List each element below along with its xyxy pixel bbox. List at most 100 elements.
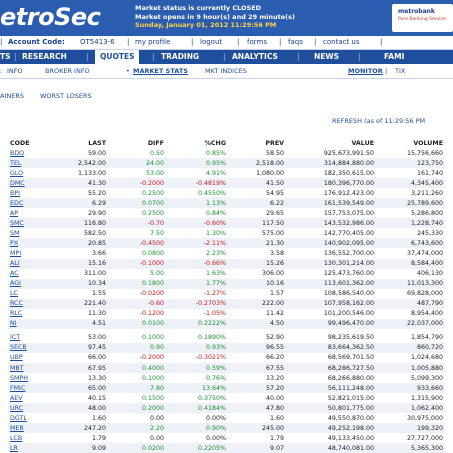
stock-code-link[interactable]: EDC — [8, 198, 46, 209]
cell-chg: 0.2222% — [166, 318, 228, 329]
stock-code-link[interactable]: AGI — [8, 278, 46, 289]
stock-code-link[interactable]: PX — [8, 238, 46, 249]
column-header-code[interactable]: CODE — [10, 140, 30, 147]
column-header-last[interactable]: LAST — [88, 140, 106, 147]
cell-volume: 11,013,300 — [376, 278, 445, 289]
cell-volume: 27,727,000 — [406, 434, 443, 442]
stock-code-link[interactable]: ICT — [10, 334, 21, 342]
table-header-row: CODE LAST DIFF %CHG PREV VALUE VOLUME — [8, 139, 445, 148]
cell-value: 50,801,775.00 — [286, 403, 376, 414]
stock-code-link[interactable]: LC — [10, 290, 18, 298]
subnav-item-market-stats[interactable]: MARKET STATS — [133, 67, 188, 75]
cell-value: 182,350,615.00 — [323, 169, 374, 177]
table-row: EDC 6.29 0.0700 1.13% 6.22 161,539,549.00 25,7… — [8, 198, 445, 209]
logout-link[interactable]: logout — [200, 38, 223, 46]
table-row: SECB 97.45 0.90 0.93% 96.55 83,664,362.50 860,… — [8, 342, 445, 353]
main-nav: TS | RESEARCH | QUOTES | TRADING | ANALY… — [0, 50, 453, 64]
column-header-volume[interactable]: VOLUME — [413, 140, 443, 147]
stock-code-link[interactable]: RCC — [8, 298, 46, 309]
stock-code-link[interactable]: MBT — [8, 362, 46, 374]
cell-volume: 8,954,400 — [410, 310, 443, 318]
subnav-item-broker-info[interactable]: BROKER INFO — [45, 67, 90, 75]
cell-diff: -0.2000 — [139, 354, 164, 362]
stock-code-link[interactable]: AC — [10, 270, 19, 278]
stock-code-link[interactable]: AP — [10, 209, 19, 217]
contact-us-link[interactable]: contact us — [323, 38, 360, 46]
separator: | — [314, 38, 317, 46]
cell-chg: 0.84% — [205, 209, 226, 217]
stock-code-link[interactable]: DMC — [8, 178, 46, 189]
column-header-chg[interactable]: %CHG — [204, 140, 226, 147]
account-bar: | Account Code: OT5413-6 | my profile | … — [0, 36, 453, 50]
stock-code-link[interactable]: GLO — [10, 169, 24, 177]
stock-code-link[interactable]: DGTL — [10, 414, 27, 422]
column-header-diff[interactable]: DIFF — [147, 140, 164, 147]
nav-item-news[interactable]: NEWS — [314, 52, 340, 61]
stock-code-link[interactable]: SMPH — [10, 374, 28, 382]
table-row: LR 9.09 0.0200 0.2205% 9.07 48,740,081.00 5,36… — [8, 443, 445, 453]
my-profile-link[interactable]: my profile — [135, 38, 171, 46]
cell-prev: 47.80 — [228, 403, 286, 414]
cell-chg: 0.93% — [166, 342, 228, 353]
stock-code-link[interactable]: TEL — [8, 158, 46, 169]
cell-prev: 40.00 — [265, 394, 284, 402]
column-header-prev[interactable]: PREV — [265, 140, 284, 147]
subnav-item-mkt-indices[interactable]: MKT INDICES — [205, 67, 247, 75]
cell-prev: 29.65 — [265, 209, 284, 217]
column-header-value[interactable]: VALUE — [351, 140, 374, 147]
subnav-item-info[interactable]: INFO — [7, 67, 23, 75]
stock-code-link[interactable]: SM — [10, 229, 20, 237]
nav-item-fami[interactable]: FAMI — [384, 52, 405, 61]
stock-code-link[interactable]: UBP — [10, 354, 23, 362]
account-code-label: Account Code: — [8, 38, 65, 46]
table-row: BPI 55.20 0.2500 0.4550% 54.95 176,912,423.00… — [8, 188, 445, 198]
cell-diff: -0.1000 — [108, 258, 166, 269]
nav-item-ts[interactable]: TS — [0, 52, 11, 61]
cell-diff: -0.1200 — [139, 310, 164, 318]
cell-chg: -0.4819% — [166, 178, 228, 189]
brand-name: metrobank — [398, 8, 435, 15]
cell-last: 29.90 — [87, 209, 106, 217]
nav-item-trading[interactable]: TRADING — [161, 52, 200, 61]
cell-last: 67.95 — [46, 362, 108, 374]
cell-volume: 123,750 — [376, 158, 445, 169]
cell-chg: 0.2205% — [166, 443, 228, 453]
subnav-item-tix[interactable]: TIX — [395, 67, 406, 75]
stock-code-link[interactable]: ALI — [8, 258, 46, 269]
stock-code-link[interactable]: AEV — [10, 394, 23, 402]
stock-code-link[interactable]: FMIC — [8, 383, 46, 394]
nav-item-research[interactable]: RESEARCH — [22, 52, 67, 61]
cell-chg: 0.00% — [205, 414, 226, 422]
cell-chg: 0.3750% — [197, 394, 226, 402]
faqs-link[interactable]: faqs — [288, 38, 303, 46]
stock-code-link[interactable]: URC — [8, 403, 46, 414]
stock-code-link[interactable]: LR — [8, 443, 46, 453]
separator: | — [279, 38, 282, 46]
separator: | — [297, 52, 300, 61]
cell-value: 98,235,619.50 — [327, 334, 374, 342]
tab-worst-losers[interactable]: WORST LOSERS — [40, 92, 92, 100]
stock-code-link[interactable]: LCB — [10, 434, 23, 442]
cell-prev: 52.90 — [265, 334, 284, 342]
nav-item-quotes[interactable]: QUOTES — [95, 50, 140, 64]
forms-link[interactable]: forms — [247, 38, 267, 46]
nav-item-analytics[interactable]: ANALYTICS — [232, 52, 278, 61]
cell-value: 314,884,880.00 — [286, 158, 376, 169]
stock-code-link[interactable]: SMC — [8, 218, 46, 229]
tab-top-gainers[interactable]: AINERS — [0, 92, 24, 100]
refresh-link[interactable]: REFRESH — [332, 117, 362, 125]
table-row: ICT 53.00 0.1000 0.1890% 52.90 98,235,619.50 1… — [8, 333, 445, 343]
table-row: AP 29.90 0.2500 0.84% 29.65 157,753,075.00 5,2… — [8, 208, 445, 218]
market-open-countdown: Market opens in 9 hour(s) and 29 minute(… — [135, 12, 295, 21]
stock-code-link[interactable]: MPI — [10, 249, 22, 257]
stock-code-link[interactable]: BDO — [10, 149, 25, 157]
stock-code-link[interactable]: SECB — [8, 342, 46, 353]
cell-diff: 0.0700 — [108, 198, 166, 209]
stock-code-link[interactable]: RLC — [10, 310, 23, 318]
stock-code-link[interactable]: BPI — [10, 189, 20, 197]
stock-code-link[interactable]: NI — [8, 318, 46, 329]
cell-last: 311.00 — [83, 270, 106, 278]
stock-code-link[interactable]: MER — [8, 423, 46, 434]
table-row: MPI 3.66 0.0800 2.23% 3.58 136,552,700.00 37,4… — [8, 248, 445, 258]
subnav-item-monitor[interactable]: MONITOR — [348, 67, 383, 75]
